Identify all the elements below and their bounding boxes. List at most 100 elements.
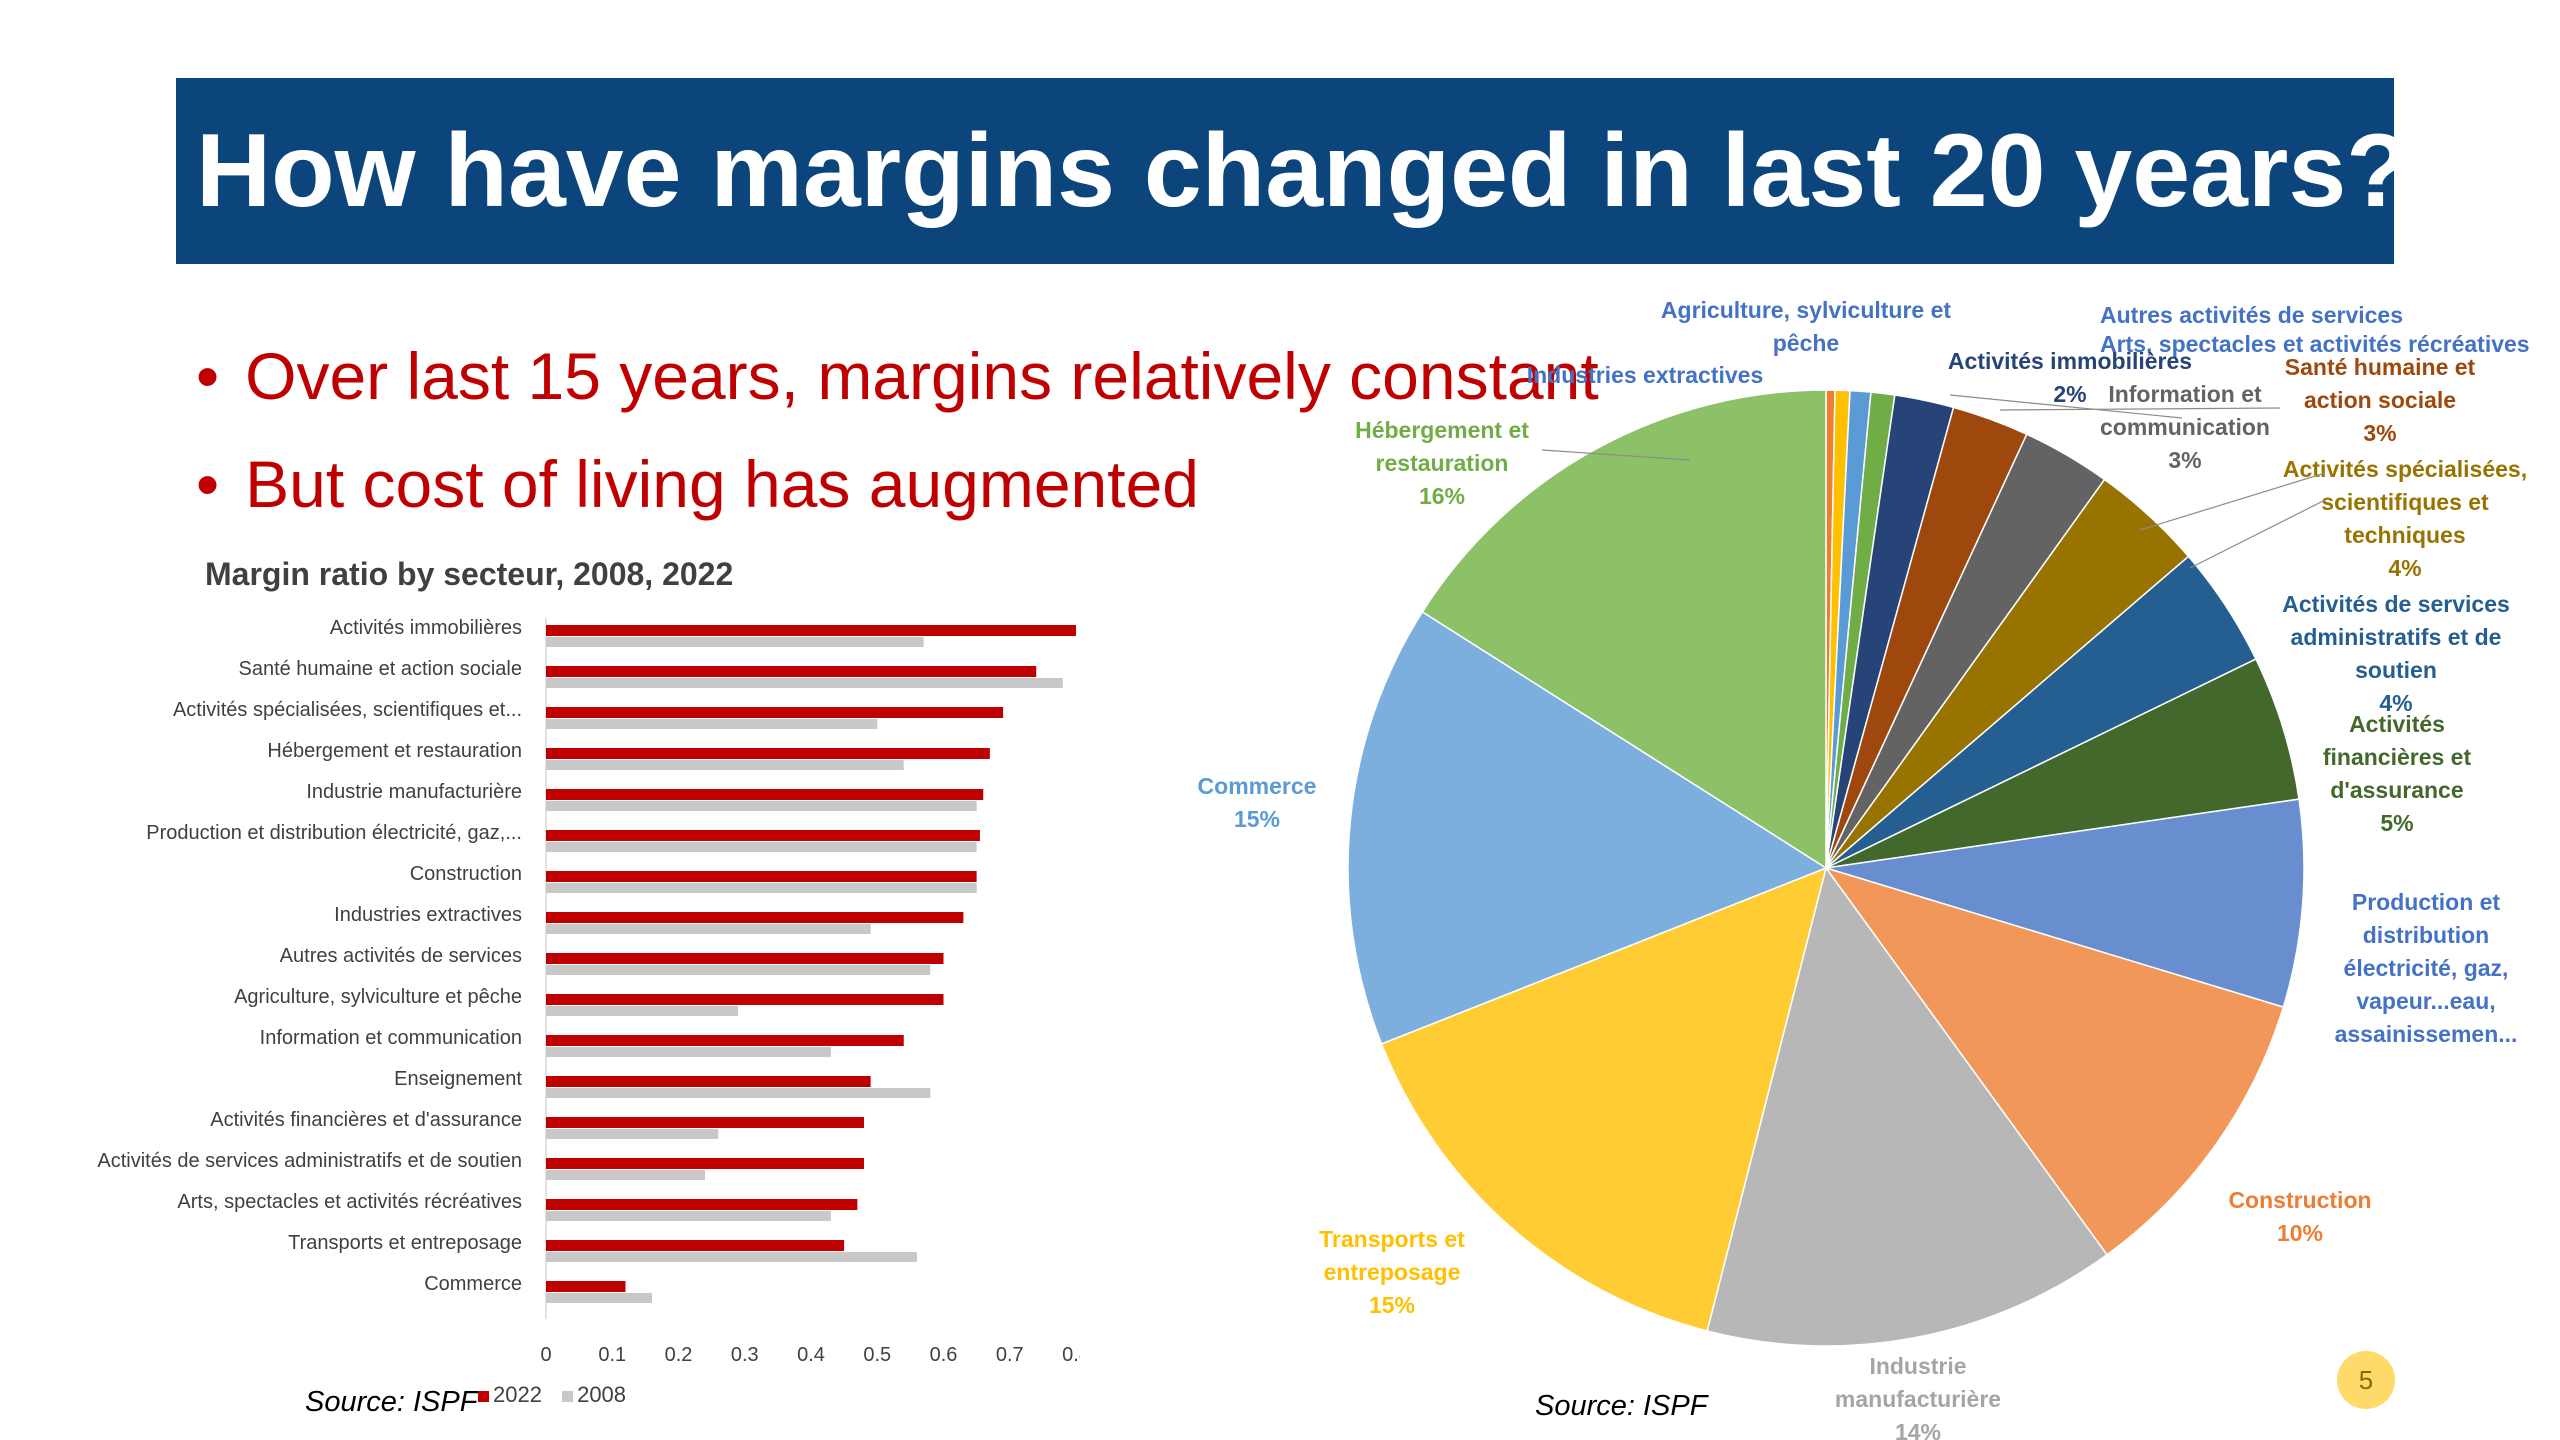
bar-2008 (546, 883, 977, 893)
bar-2008 (546, 760, 904, 770)
pie-slice (1706, 866, 2109, 1347)
page-number-badge: 5 (2337, 1351, 2395, 1409)
pie-label-line: Industrie (1869, 1353, 1966, 1379)
bar-2008 (546, 1293, 652, 1303)
bar-2008 (546, 965, 931, 975)
category-label: Industrie manufacturière (306, 781, 522, 803)
pie-label-line: Activités spécialisées, (2283, 456, 2527, 482)
x-tick-label: 0.5 (863, 1344, 891, 1366)
legend-label-2008: 2008 (577, 1382, 627, 1407)
x-tick-label: 0 (540, 1344, 551, 1366)
pie-label-line: Commerce (1198, 773, 1317, 799)
pie-slice-label: Agriculture, sylviculture et pêche (1661, 297, 1951, 356)
pie-label-line: assainissemen... (2335, 1021, 2518, 1047)
pie-chart: Agriculture, sylviculture et pêche Industr… (1198, 297, 2530, 1440)
bar-2022 (546, 748, 990, 759)
pie-label-line: Activités de services (2282, 591, 2510, 617)
bullet-text: But cost of living has augmented (245, 447, 1200, 521)
category-label: Industries extractives (334, 904, 522, 926)
bar-2022 (546, 871, 977, 882)
bar-2022 (546, 953, 944, 964)
bar-2008 (546, 1211, 831, 1221)
category-label: Activités spécialisées, scientifiques et… (173, 699, 522, 721)
pie-label-line: entreposage (1324, 1259, 1461, 1285)
pie-label-line: Autres activités de services (2100, 302, 2403, 328)
pie-slice-label: Production et distribution électricité, ga… (2335, 889, 2518, 1047)
pie-label-line: Hébergement et (1355, 417, 1529, 443)
pie-slice-label: Transports et entreposage 15% (1319, 1226, 1465, 1318)
bar-2008 (546, 1088, 931, 1098)
bar-2008 (546, 842, 977, 852)
bar-2022 (546, 912, 964, 923)
category-label: Production et distribution électricité, … (146, 822, 522, 844)
bar-chart-title: Margin ratio by secteur, 2008, 2022 (205, 556, 734, 592)
pie-label-line: électricité, gaz, (2344, 955, 2509, 981)
pie-label-line: 3% (2168, 447, 2201, 473)
legend-label-2022: 2022 (493, 1382, 542, 1407)
category-label: Transports et entreposage (288, 1232, 522, 1254)
legend-item-2008: 2008 (562, 1382, 626, 1408)
category-label: Activités de services administratifs et … (97, 1150, 522, 1172)
legend-swatch-2022 (478, 1390, 489, 1402)
category-label: Activités immobilières (330, 617, 522, 639)
pie-slice (1825, 798, 2305, 1009)
bar-chart-legend: 2022 2008 (478, 1382, 640, 1408)
pie-slice-label: Commerce 15% (1198, 773, 1317, 832)
bar-2008 (546, 1252, 917, 1262)
category-label: Activités financières et d'assurance (210, 1109, 522, 1131)
pie-slice-label: Hébergement et restauration 16% (1355, 417, 1529, 509)
bar-2022 (546, 666, 1037, 677)
pie-slice (1824, 866, 2285, 1256)
category-label: Enseignement (394, 1068, 522, 1090)
bullet-text: Over last 15 years, margins relatively c… (245, 339, 1599, 413)
x-tick-label: 0.3 (731, 1344, 759, 1366)
category-label: Commerce (424, 1273, 522, 1295)
legend-item-2022: 2022 (478, 1382, 542, 1408)
x-tick-label: 0.4 (797, 1344, 825, 1366)
bar-2022 (546, 1199, 858, 1210)
pie-slice (1421, 389, 1827, 870)
pie-label-line: restauration (1376, 450, 1509, 476)
category-label: Hébergement et restauration (267, 740, 522, 762)
pie-leader-line (1999, 407, 2281, 411)
category-label: Construction (410, 863, 522, 885)
bar-2008 (546, 719, 878, 729)
pie-slice-label: Santé humaine et action sociale 3% (2285, 354, 2476, 446)
pie-label-line: 4% (2388, 555, 2421, 581)
pie-slice-label: Activités financières et d'assurance 5% (2323, 711, 2472, 836)
x-tick-label: 0.1 (598, 1344, 626, 1366)
pie-label-line: Activités immobilières (1948, 348, 2192, 374)
pie-slice-label: Autres activités de services (2100, 302, 2403, 328)
bar-2008 (546, 801, 977, 811)
pie-label-line: administratifs et de (2291, 624, 2502, 650)
pie-label-line: 2% (2053, 381, 2086, 407)
pie-label-line: vapeur...eau, (2356, 988, 2495, 1014)
pie-label-line: 15% (1234, 806, 1280, 832)
slide-title: How have margins changed in last 20 year… (196, 113, 2410, 229)
pie-label-line: distribution (2363, 922, 2489, 948)
bar-2008 (546, 924, 871, 934)
x-tick-label: 0.2 (665, 1344, 693, 1366)
pie-leader-line (1949, 394, 2183, 419)
pie-slice-label: Industries extractives (1527, 362, 1764, 388)
bar-2022 (546, 707, 1004, 718)
bar-chart-source: Source: ISPF (305, 1386, 478, 1418)
pie-label-line: d'assurance (2330, 777, 2463, 803)
category-label: Information et communication (260, 1027, 522, 1049)
pie-label-line: soutien (2355, 657, 2437, 683)
pie-label-line: Arts, spectacles et activités récréative… (2100, 331, 2530, 357)
pie-leader-line (2139, 472, 2326, 531)
category-label: Santé humaine et action sociale (238, 658, 522, 680)
pie-label-line: 3% (2363, 420, 2396, 446)
bar-2022 (546, 830, 980, 841)
bar-2022 (546, 1035, 904, 1046)
pie-label-line: Production et (2352, 889, 2501, 915)
pie-label-line: 5% (2380, 810, 2413, 836)
x-tick-label: 0.6 (930, 1344, 958, 1366)
pie-chart-source: Source: ISPF (1535, 1390, 1708, 1422)
pie-label-line: techniques (2344, 522, 2465, 548)
pie-label-line: 4% (2379, 690, 2412, 716)
pie-slice-label: Activités spécialisées, scientifiques et t… (2283, 456, 2527, 581)
bar-2008 (546, 1129, 719, 1139)
pie-slice (1380, 866, 1828, 1332)
